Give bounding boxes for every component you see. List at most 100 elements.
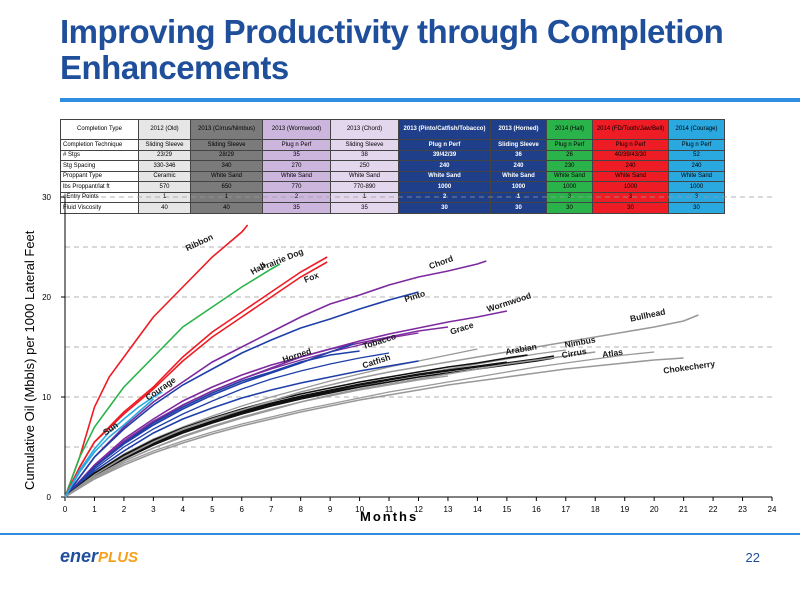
table-header-cell: 2013 (Horned): [490, 119, 547, 140]
series-line-catfish: [64, 360, 419, 498]
series-label-cirrus: Cirrus: [561, 346, 588, 360]
series-line-grace: [64, 326, 449, 498]
series-label-grace: Grace: [449, 320, 475, 337]
x-axis-title: Months: [360, 509, 419, 524]
series-line-nimbus: [64, 355, 555, 498]
background-series-line: [64, 349, 566, 498]
background-series-line: [64, 352, 390, 498]
table-cell: Plug n Perf: [262, 139, 331, 151]
table-cell: Plug n Perf: [592, 139, 669, 151]
table-cell: Plug n Perf: [668, 139, 725, 151]
series-line-wormwood: [64, 310, 508, 498]
table-header-cell: 2012 (Old): [138, 119, 191, 140]
series-line-courage: [64, 391, 163, 498]
series-line-sun: [64, 398, 154, 498]
table-header-cell: 2013 (Chord): [330, 119, 399, 140]
y-tick-label: 10: [42, 393, 51, 402]
table-cell: 23/29: [138, 149, 191, 161]
series-line-ribbon: [64, 224, 249, 498]
background-series-line: [64, 368, 478, 498]
x-tick-label: 4: [181, 505, 186, 514]
table-header-cell: 2014 (Hall): [546, 119, 593, 140]
table-header-cell: Completion Type: [60, 119, 139, 140]
series-label-chokecherry: Chokecherry: [663, 358, 716, 375]
x-tick-label: 20: [650, 505, 659, 514]
series-label-chord: Chord: [428, 253, 455, 271]
x-tick-label: 5: [210, 505, 215, 514]
table-header-cell: 2014 (FD/Tooth/Jaw/Bell): [592, 119, 669, 140]
x-tick-label: 7: [269, 505, 274, 514]
y-axis-title: Cumulative Oil (Mbbls) per 1000 Lateral …: [22, 230, 37, 490]
table-cell: 38: [330, 149, 399, 161]
cumulative-oil-chart: 0 1 2 3 4 5 6 7 8 9 10 11 12 13 14 15 16 17 18 19 20 21 22 23 24…: [42, 193, 777, 514]
logo-accent-text: PLUS: [98, 549, 139, 566]
table-cell: 52: [668, 149, 725, 161]
y-tick-label: 20: [42, 293, 51, 302]
table-cell: 40/39/43/30: [592, 149, 669, 161]
x-tick-label: 3: [151, 505, 156, 514]
table-cell: 30: [668, 202, 725, 214]
table-cell: 230: [546, 160, 593, 172]
logo-main-text: ener: [60, 546, 99, 566]
table-cell: Sliding Sleeve: [190, 139, 263, 151]
table-cell: 39/42/39: [398, 149, 491, 161]
x-tick-label: 13: [444, 505, 453, 514]
x-tick-label: 21: [679, 505, 688, 514]
series-line-horned: [64, 343, 354, 498]
table-cell: 26: [546, 149, 593, 161]
x-tick-label: 8: [298, 505, 303, 514]
x-tick-label: 18: [591, 505, 600, 514]
table-row: Completion Technique Sliding Sleeve Slidin…: [60, 139, 725, 151]
table-cell: 240: [490, 160, 547, 172]
table-cell: Sliding Sleeve: [490, 139, 547, 151]
x-tick-label: 12: [414, 505, 423, 514]
table-cell: Sliding Sleeve: [330, 139, 399, 151]
table-header-row: Completion Type 2012 (Old) 2013 (Cirrus/Ni…: [60, 119, 725, 140]
x-tick-label: 0: [63, 505, 68, 514]
series-label-bullhead: Bullhead: [629, 306, 666, 323]
series-line-hall: [64, 263, 281, 498]
table-cell: 330-346: [138, 160, 191, 172]
series-line-cirrus: [64, 357, 555, 498]
table-cell: Plug n Perf: [398, 139, 491, 151]
table-row-label: Stg Spacing: [60, 160, 139, 172]
series-label-ribbon: Ribbon: [184, 232, 215, 253]
title-divider: [60, 98, 800, 102]
table-cell: 340: [190, 160, 263, 172]
x-tick-label: 19: [620, 505, 629, 514]
x-tick-label: 11: [385, 505, 394, 514]
table-cell: Plug n Perf: [546, 139, 593, 151]
series-label-fox: Fox: [302, 270, 320, 285]
table-cell: 35: [262, 149, 331, 161]
series-label-atlas: Atlas: [602, 347, 624, 360]
table-header-cell: 2013 (Pinto/Catfish/Tobacco): [398, 119, 491, 140]
background-series-line: [64, 361, 507, 498]
series-line-fox: [64, 261, 328, 498]
table-cell: 28/29: [190, 149, 263, 161]
x-tick-label: 17: [561, 505, 570, 514]
table-row-label: # Stgs: [60, 149, 139, 161]
table-header-cell: 2013 (Wormwood): [262, 119, 331, 140]
series-label-wormwood: Wormwood: [485, 290, 532, 314]
x-tick-label: 10: [355, 505, 364, 514]
y-tick-label: 30: [42, 193, 51, 202]
series-label-pinto: Pinto: [403, 288, 426, 304]
table-header-cell: 2013 (Cirrus/Nimbus): [190, 119, 263, 140]
slide-title: Improving Productivity through Completio…: [60, 13, 724, 86]
series-line-arabian: [64, 354, 528, 498]
x-tick-label: 22: [709, 505, 718, 514]
table-cell: 36: [490, 149, 547, 161]
series-line-atlas: [64, 351, 596, 498]
x-tick-label: 1: [92, 505, 97, 514]
series-label-tobacco: Tobacco: [361, 331, 397, 351]
footer-divider: [0, 533, 800, 535]
series-line-bullhead: [64, 314, 699, 498]
table-cell: 240: [668, 160, 725, 172]
x-tick-label: 6: [240, 505, 245, 514]
enerplus-logo: enerPLUS: [60, 546, 138, 567]
table-cell: 250: [330, 160, 399, 172]
table-cell: 1000: [668, 181, 725, 193]
table-row: lbs Proppant/lat ft 570 650 770 770-890 1000 1…: [60, 181, 725, 193]
page-number: 22: [745, 550, 760, 565]
table-cell: 240: [398, 160, 491, 172]
